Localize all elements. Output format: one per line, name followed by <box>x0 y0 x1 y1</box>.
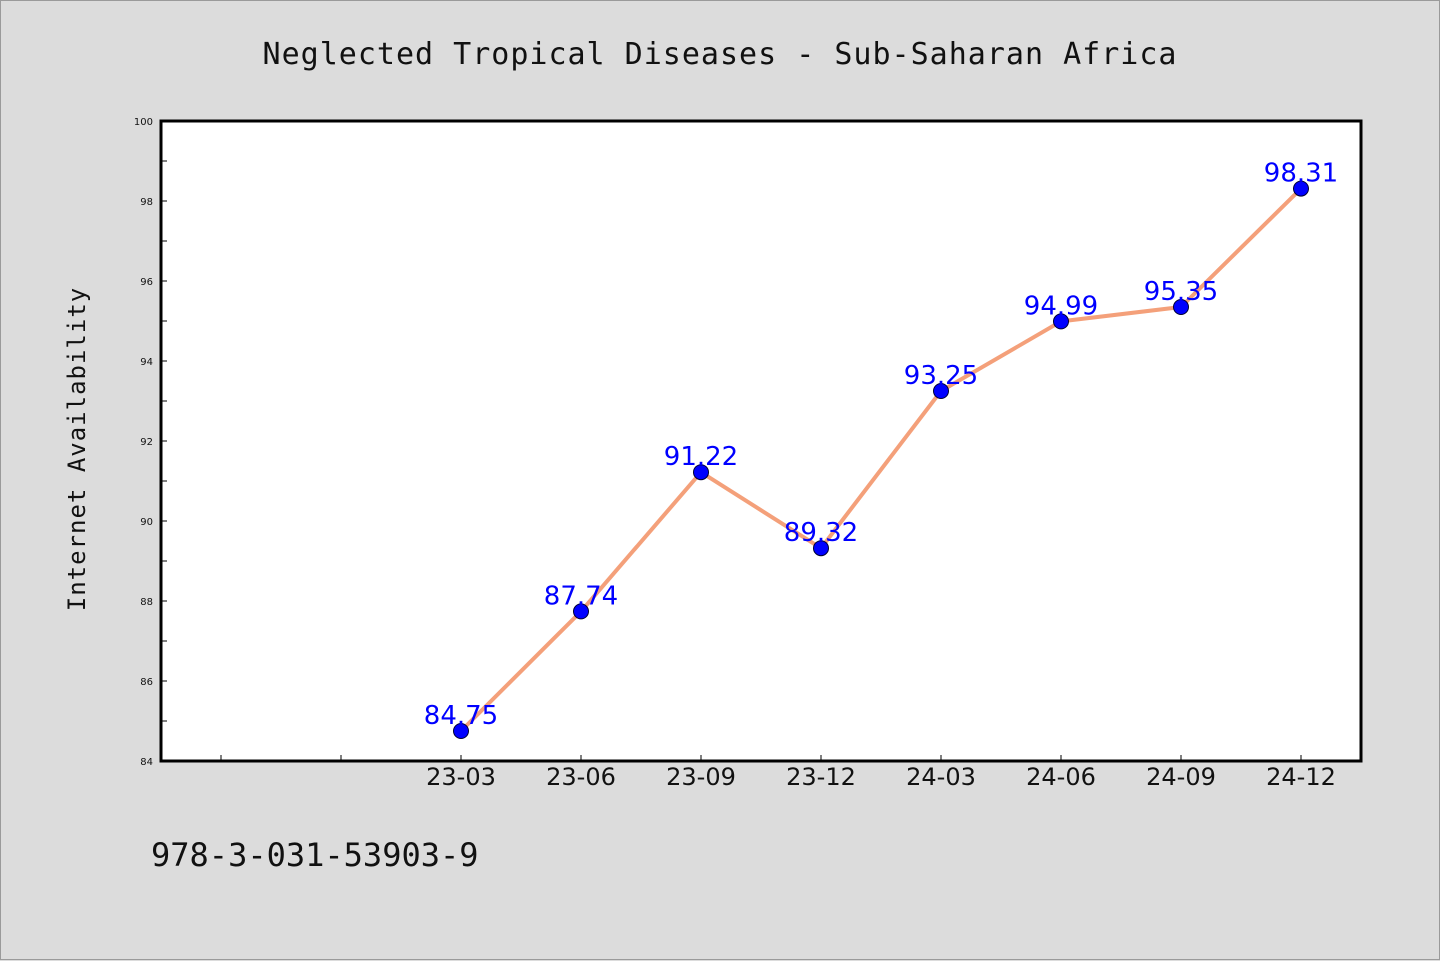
y-axis: 84 86 88 90 92 94 96 98 100 <box>134 117 167 768</box>
isbn-identifier: 978-3-031-53903-9 <box>151 836 479 874</box>
y-tick-label: 92 <box>140 437 153 448</box>
x-axis: 23-03 23-06 23-09 23-12 24-03 24-06 24-09 24-12 <box>220 755 1336 791</box>
data-label: 98.31 <box>1264 159 1338 189</box>
data-label: 94.99 <box>1024 291 1098 321</box>
x-tick-label: 24-12 <box>1266 763 1336 791</box>
x-tick-label: 24-06 <box>1026 763 1096 791</box>
y-tick-label: 94 <box>140 357 153 368</box>
data-label: 95.35 <box>1144 277 1218 307</box>
y-tick-label: 88 <box>140 597 153 608</box>
y-tick-label: 98 <box>140 197 153 208</box>
series-layer <box>453 180 1309 739</box>
x-tick-label: 24-03 <box>906 763 976 791</box>
x-tick-label: 23-09 <box>666 763 736 791</box>
data-label: 93.25 <box>904 361 978 391</box>
data-label: 84.75 <box>424 701 498 731</box>
data-label: 89.32 <box>784 518 858 548</box>
data-point-marker <box>693 464 709 481</box>
data-label: 87.74 <box>544 581 618 611</box>
plot-area <box>159 119 1363 763</box>
y-tick-label: 86 <box>140 677 153 688</box>
y-axis-label: Internet Availability <box>63 287 91 611</box>
data-point-marker <box>933 383 949 399</box>
data-point-marker <box>1053 313 1069 330</box>
data-point-marker <box>813 540 829 557</box>
y-tick-label: 96 <box>140 277 153 288</box>
chart-title: Neglected Tropical Diseases - Sub-Sahara… <box>263 37 1178 72</box>
data-point-marker <box>1293 180 1309 197</box>
data-labels: 84.75 87.74 91.22 89.32 93.25 94.99 95.35 98.31 <box>424 159 1338 731</box>
y-tick-label: 100 <box>134 117 153 128</box>
x-tick-label: 23-06 <box>546 763 616 791</box>
series-line <box>459 187 1303 733</box>
data-point-marker <box>453 723 469 739</box>
x-tick-label: 23-03 <box>426 763 496 791</box>
y-tick-label: 84 <box>140 757 153 768</box>
data-point-marker <box>1173 299 1189 315</box>
data-label: 91.22 <box>664 442 738 472</box>
data-point-marker <box>573 603 589 620</box>
y-tick-label: 90 <box>140 517 153 528</box>
x-tick-label: 23-12 <box>786 763 856 791</box>
x-tick-label: 24-09 <box>1146 763 1216 791</box>
